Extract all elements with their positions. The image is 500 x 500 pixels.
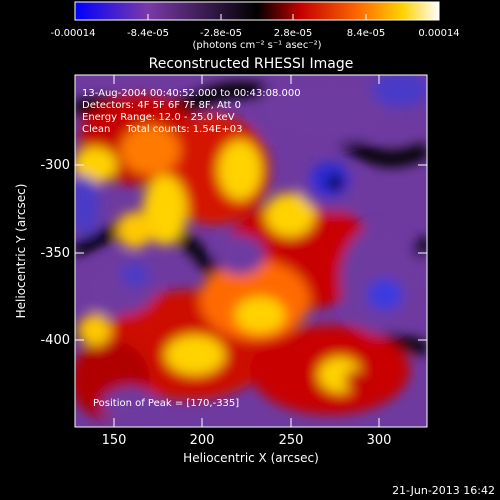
colorbar-ticks — [74, 14, 440, 20]
colorbar-tick-label: 0.00014 — [418, 28, 459, 39]
info-detectors: Detectors: 4F 5F 6F 7F 8F, Att 0 — [82, 100, 241, 111]
colorbar-tick-label: 8.4e-05 — [347, 28, 385, 39]
colorbar-units: (photons cm⁻² s⁻¹ asec⁻²) — [192, 40, 321, 51]
x-axis-ticks — [113, 75, 380, 427]
info-time-range: 13-Aug-2004 00:40:52.000 to 00:43:08.000 — [82, 88, 301, 99]
colorbar-tick-label: -8.4e-05 — [127, 28, 169, 39]
y-axis-ticks — [75, 164, 427, 341]
y-tick-label: -350 — [40, 246, 70, 261]
x-axis-label: Heliocentric X (arcsec) — [183, 451, 319, 465]
image-area — [75, 75, 427, 427]
colorbar-tick-label: -0.00014 — [51, 28, 96, 39]
info-energy-range: Energy Range: 12.0 - 25.0 keV — [82, 112, 235, 123]
colorbar-gradient — [74, 1, 440, 21]
colorbar-tick-label: 2.8e-05 — [274, 28, 312, 39]
x-tick-label: 150 — [102, 433, 127, 448]
y-axis-label: Heliocentric Y (arcsec) — [14, 184, 28, 319]
plot-frame — [74, 74, 428, 428]
info-clean-counts: Clean Total counts: 1.54E+03 — [82, 124, 242, 135]
colorbar: -0.00014 -8.4e-05 -2.8e-05 2.8e-05 8.4e-… — [51, 1, 460, 51]
plot-title: Reconstructed RHESSI Image — [149, 56, 354, 72]
peak-position-label: Position of Peak = [170,-335] — [93, 398, 239, 409]
x-tick-label: 300 — [367, 433, 392, 448]
y-tick-label: -300 — [40, 158, 70, 173]
x-tick-label: 250 — [279, 433, 304, 448]
colorbar-tick-label: -2.8e-05 — [200, 28, 242, 39]
x-tick-label: 200 — [190, 433, 215, 448]
y-tick-label: -400 — [40, 333, 70, 348]
footer-timestamp: 21-Jun-2013 16:42 — [392, 484, 495, 497]
